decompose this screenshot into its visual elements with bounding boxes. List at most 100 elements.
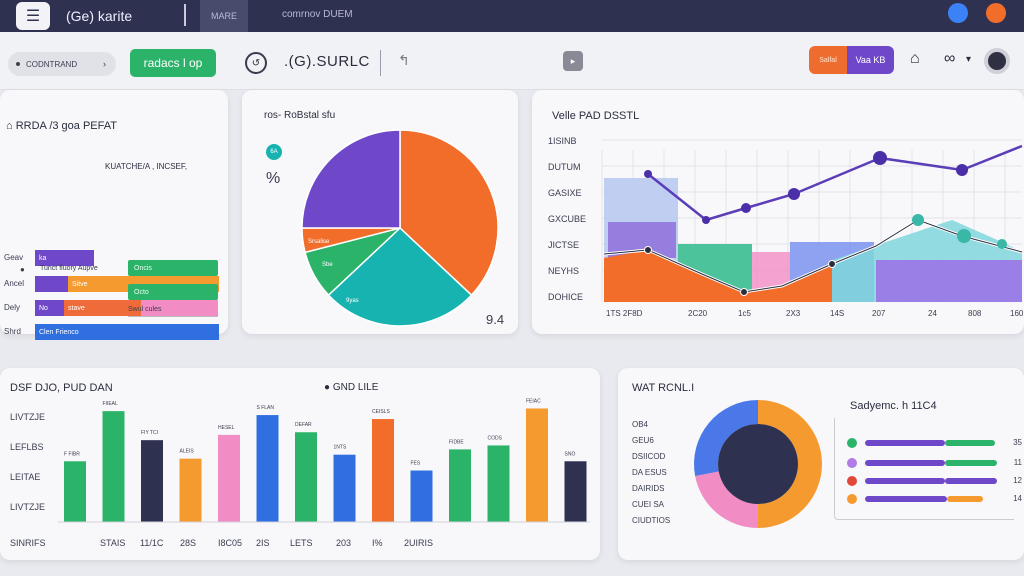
x-axis-label: I8C05 [218,538,242,548]
link-icon[interactable]: ∞ [944,50,956,67]
x-axis-label: 2X3 [786,309,801,318]
bar-value-label: SNO [565,451,576,457]
filter-select[interactable]: CODNTRAND › [8,52,116,76]
card-pie: ros- RoBstal sfu 6A % Srsalise Sbe 9yas 9.… [242,90,518,334]
series-line [603,219,1023,293]
legend-dot [847,438,857,448]
legend-value: 12 [1013,476,1022,485]
slice-label: Sbe [322,262,333,268]
progress-segment: No [35,300,64,316]
legend-row[interactable]: 35 [847,438,1022,448]
card-footer: Swul cules [128,306,218,317]
y-axis-label: CUEI SA [632,500,665,509]
filter-select-label: CODNTRAND [26,59,78,69]
y-axis-label: LIVTZJE [10,412,45,422]
progress-row: ka [35,250,94,266]
bar [295,432,317,522]
divider [184,4,186,26]
card-trend: Velle PAD DSSTL 1ISINB DUTUM GASIXE GXCUBE J… [532,90,1024,334]
data-point [997,239,1007,249]
bar [372,419,394,522]
legend-bar [945,460,997,466]
pin-icon: ● [324,382,333,393]
url-text[interactable]: .(G).SURLC [284,53,370,70]
chip-green[interactable]: Oncis [128,260,218,276]
data-point [956,164,968,176]
profile-icon[interactable] [986,3,1006,23]
data-point [828,260,836,268]
legend-panel [834,418,1014,520]
line-chart: 1ISINB DUTUM GASIXE GXCUBE JICTSE NEYHS DOHICE… [548,136,1024,318]
x-axis-label: 11/1C [140,538,164,548]
legend-value: 11 [1013,458,1022,467]
data-point [957,229,971,243]
legend-row[interactable]: 14 [847,494,1022,504]
donut-slice [694,400,758,476]
bar-value-label: CEISLS [372,409,390,415]
legend-bar [865,460,945,466]
x-axis-label: 1c5 [738,309,751,318]
legend-row[interactable]: 12 [847,476,1022,486]
y-axis-label: OB4 [632,420,649,429]
bar [179,458,202,522]
bar-value-label: HESEL [218,425,235,431]
area-fill [604,250,832,302]
primary-button[interactable]: radacs l op [130,49,216,77]
data-point [644,246,652,254]
tab-secondary[interactable]: comrnov DUEM [282,9,353,20]
home-icon[interactable]: ⌂ [910,50,920,67]
badge-icon: 6A [266,144,282,160]
data-point [912,214,924,226]
area-block [876,260,1022,302]
bar [410,470,433,522]
y-axis-label: GEU6 [632,436,654,445]
lock-icon: ⌂ [6,120,16,132]
bar [256,415,279,522]
y-axis-label: LEITAE [10,472,40,482]
row-label: Ancel [4,279,25,288]
avatar[interactable] [984,48,1010,74]
account-pill[interactable]: Salfal Vaa KB [809,46,894,74]
chevron-right-icon: › [103,59,106,69]
play-icon[interactable]: ▸ [563,51,583,71]
bullet-text: Tunct fluory Aupve [40,265,98,272]
chip-green[interactable]: Octo [128,284,218,300]
pie-slice [301,129,401,229]
y-axis-label: DSIICOD [632,452,666,461]
bar-value-label: FIY TCI [141,430,158,436]
donut-slice [695,471,758,528]
donut-center [718,424,798,504]
card-subtitle: ● GND LILE [324,382,378,393]
data-point [873,151,887,165]
x-axis-label: 207 [872,309,886,318]
card-title: Velle PAD DSSTL [552,110,640,122]
refresh-icon[interactable]: ↺ [245,52,267,74]
y-axis-label: DAIRIDS [632,484,665,493]
progress-segment: Clen Frienco [35,324,219,340]
data-point [741,203,751,213]
menu-icon[interactable]: ☰ [16,2,50,30]
row-label: Geav [4,253,24,262]
data-point [788,188,800,200]
x-axis-label: SINRIFS [10,538,46,548]
percent-label: % [266,170,281,187]
hook-icon[interactable]: ↰ [398,52,410,68]
progress-segment: stave [64,300,141,316]
chevron-down-icon[interactable]: ▾ [966,54,972,65]
legend-value: 35 [1013,438,1022,447]
notification-icon[interactable] [948,3,968,23]
legend-bar [865,440,945,446]
row-label: Dely [4,303,21,312]
bar [564,461,587,522]
legend-value: 14 [1013,494,1022,503]
y-axis-label: DUTUM [548,162,581,172]
y-axis-label: NEYHS [548,266,579,276]
slice-label: 9yas [346,298,359,304]
bar-value-label: CODS [488,435,503,441]
y-axis-label: CIUDTIOS [632,516,671,525]
legend-row[interactable]: 11 [847,458,1022,468]
bullet-icon [16,62,20,66]
data-point [702,216,710,224]
tab-active[interactable]: MARE [200,0,248,32]
top-bar: ☰ (Ge) karite MARE comrnov DUEM [0,0,1024,32]
